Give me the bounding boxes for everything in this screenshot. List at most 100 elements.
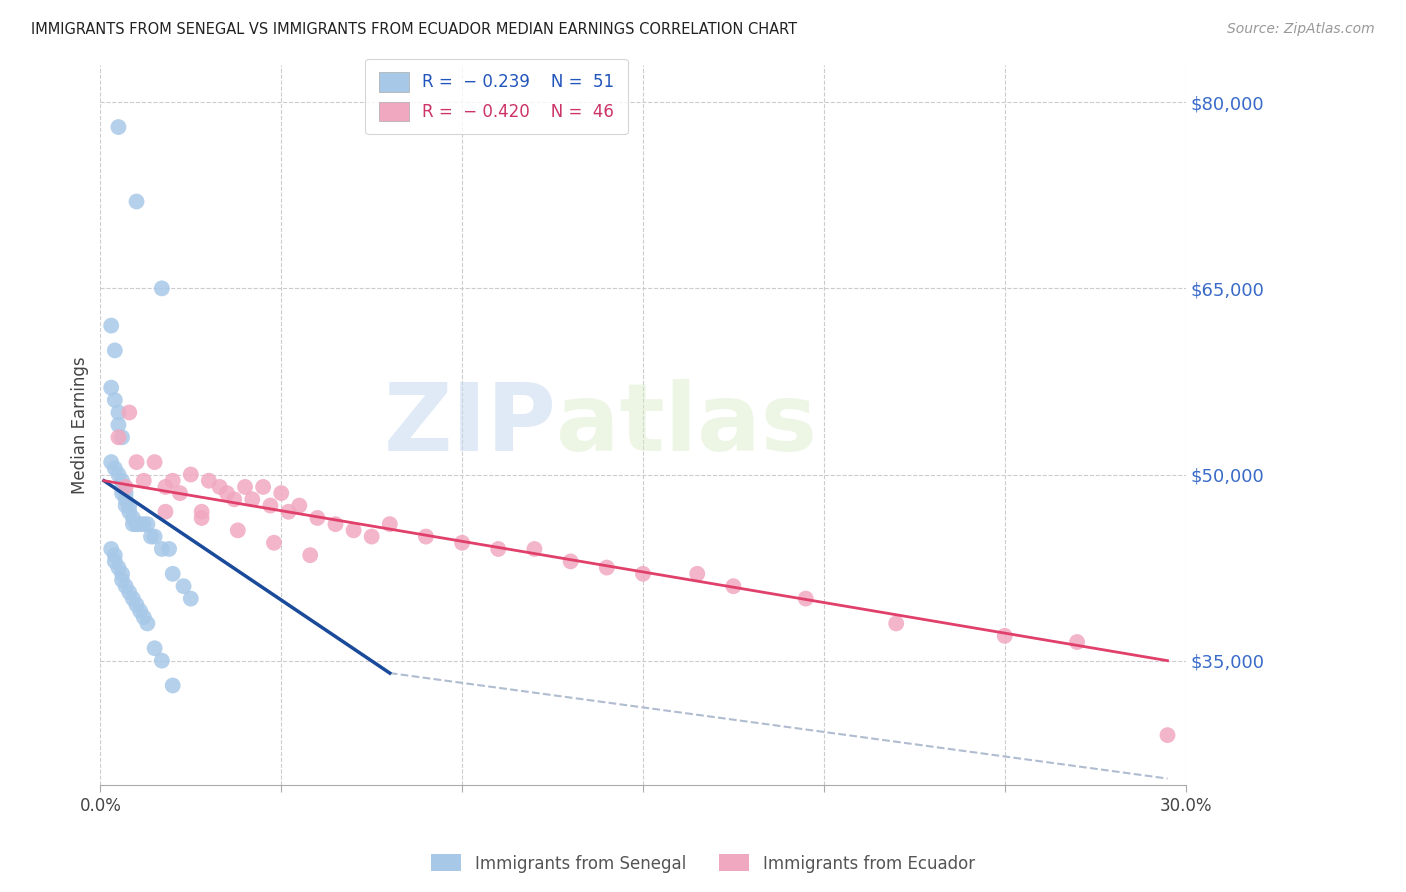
Point (100, 381, 122, 395)
Point (155, 505, 177, 519)
Legend: Immigrants from Senegal, Immigrants from Ecuador: Immigrants from Senegal, Immigrants from… (425, 847, 981, 880)
Point (107, 467, 129, 482)
Text: atlas: atlas (557, 379, 817, 471)
Point (125, 517, 148, 532)
Point (111, 486, 134, 500)
Point (1156, 728, 1178, 742)
Point (150, 654, 173, 668)
Point (136, 616, 159, 631)
Point (111, 480, 134, 494)
Point (122, 591, 145, 606)
Point (226, 524, 249, 538)
Point (118, 405, 141, 419)
Point (111, 566, 134, 581)
Point (107, 560, 129, 574)
Point (723, 579, 745, 593)
Point (143, 641, 166, 656)
Legend: R =  − 0.239    N =  51, R =  − 0.420    N =  46: R = − 0.239 N = 51, R = − 0.420 N = 46 (366, 59, 627, 134)
Point (155, 480, 177, 494)
Point (378, 517, 401, 532)
Point (162, 474, 184, 488)
Point (299, 548, 322, 562)
Point (100, 318, 122, 333)
Point (118, 585, 141, 599)
Point (104, 548, 127, 562)
Point (111, 573, 134, 587)
Point (118, 499, 141, 513)
Point (224, 492, 246, 507)
Point (136, 517, 159, 532)
Point (169, 486, 191, 500)
Point (114, 492, 136, 507)
Point (307, 511, 329, 525)
Point (252, 480, 274, 494)
Point (122, 511, 145, 525)
Point (342, 524, 364, 538)
Point (233, 480, 256, 494)
Point (114, 499, 136, 513)
Point (794, 591, 817, 606)
Point (180, 591, 202, 606)
Point (104, 392, 127, 407)
Point (129, 604, 152, 618)
Point (325, 517, 347, 532)
Point (1066, 635, 1088, 649)
Point (263, 535, 285, 549)
Point (288, 499, 311, 513)
Point (114, 486, 136, 500)
Point (107, 417, 129, 432)
Point (560, 554, 582, 568)
Point (240, 492, 263, 507)
Point (190, 511, 212, 525)
Point (150, 281, 173, 295)
Point (596, 560, 619, 574)
Point (451, 535, 474, 549)
Point (415, 530, 437, 544)
Point (208, 480, 231, 494)
Point (162, 678, 184, 692)
Point (190, 505, 212, 519)
Point (107, 120, 129, 134)
Point (686, 566, 709, 581)
Point (132, 517, 155, 532)
Point (125, 598, 148, 612)
Point (198, 474, 221, 488)
Point (129, 517, 152, 532)
Point (107, 430, 129, 444)
Point (132, 474, 155, 488)
Point (125, 517, 148, 532)
Point (122, 517, 145, 532)
Point (111, 430, 134, 444)
Point (162, 566, 184, 581)
Point (631, 566, 654, 581)
Point (143, 455, 166, 469)
Point (125, 455, 148, 469)
Point (125, 194, 148, 209)
Text: IMMIGRANTS FROM SENEGAL VS IMMIGRANTS FROM ECUADOR MEDIAN EARNINGS CORRELATION C: IMMIGRANTS FROM SENEGAL VS IMMIGRANTS FR… (31, 22, 797, 37)
Point (270, 486, 292, 500)
Point (360, 530, 382, 544)
Point (132, 610, 155, 624)
Point (215, 486, 238, 500)
Point (150, 541, 173, 556)
Point (114, 579, 136, 593)
Point (277, 505, 299, 519)
Point (157, 541, 180, 556)
Text: Source: ZipAtlas.com: Source: ZipAtlas.com (1227, 22, 1375, 37)
Point (884, 616, 907, 631)
Point (994, 629, 1017, 643)
Point (111, 474, 134, 488)
Point (100, 541, 122, 556)
Y-axis label: Median Earnings: Median Earnings (72, 356, 89, 493)
Point (173, 579, 195, 593)
Point (180, 467, 202, 482)
Point (107, 405, 129, 419)
Point (118, 505, 141, 519)
Point (139, 530, 162, 544)
Point (523, 541, 546, 556)
Point (259, 499, 281, 513)
Point (104, 461, 127, 475)
Point (143, 530, 166, 544)
Point (104, 343, 127, 358)
Point (114, 480, 136, 494)
